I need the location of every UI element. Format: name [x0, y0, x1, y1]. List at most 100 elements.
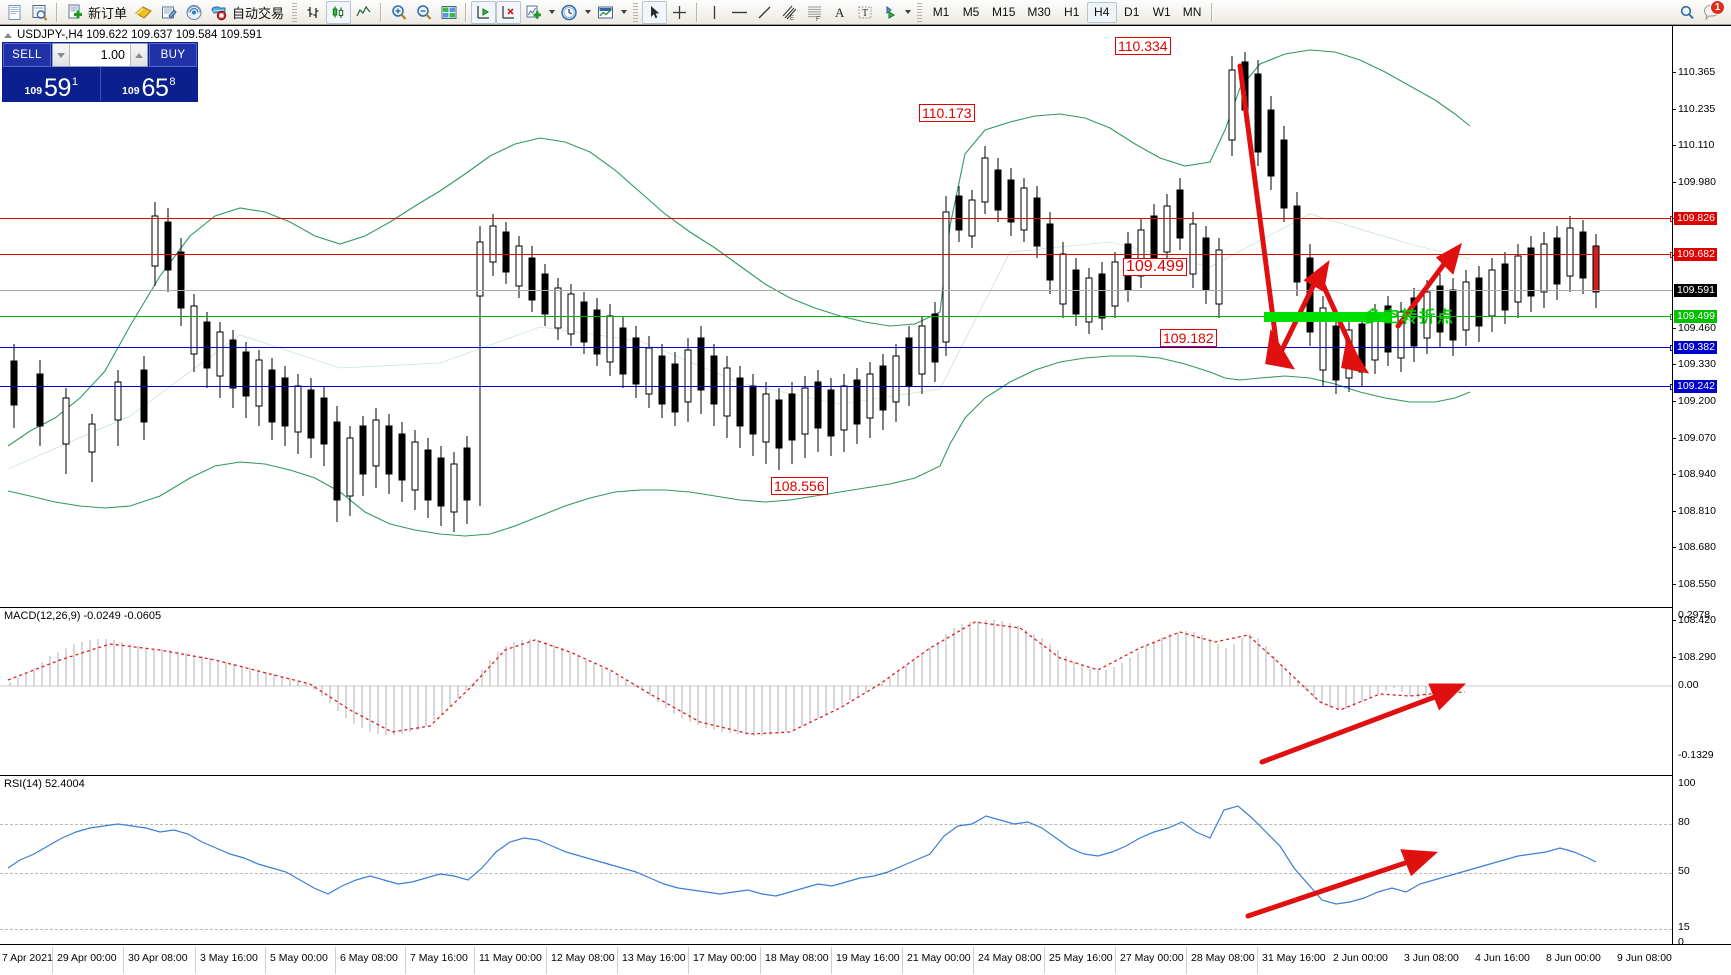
- volume-decrement-button[interactable]: [53, 44, 70, 66]
- level-handle[interactable]: [1670, 384, 1672, 390]
- tab-timeframe-m1[interactable]: M1: [932, 5, 950, 19]
- market-watch-icon[interactable]: [27, 1, 52, 24]
- time-label: 7 Apr 2021: [2, 952, 53, 964]
- one-click-trading-panel[interactable]: SELL 1.00 BUY 109 59 1 109 65 8: [2, 42, 198, 102]
- search-icon[interactable]: [1674, 1, 1699, 24]
- macd-plot[interactable]: [0, 608, 1672, 772]
- level-line-109682[interactable]: [0, 252, 1672, 258]
- macd-pane[interactable]: MACD(12,26,9) -0.0249 -0.0605: [0, 607, 1672, 772]
- annot-109182[interactable]: 109.182: [1160, 329, 1217, 347]
- toolbar-separator-5: [1211, 2, 1214, 22]
- autotrading-icon[interactable]: [206, 1, 231, 24]
- level-handle[interactable]: [1670, 345, 1672, 351]
- level-label-109682[interactable]: 109.682: [1674, 248, 1717, 261]
- text-label-icon[interactable]: T: [852, 1, 877, 24]
- level-label-109382[interactable]: 109.382: [1674, 341, 1717, 354]
- zoom-out-icon[interactable]: [411, 1, 436, 24]
- period-icon[interactable]: [557, 1, 582, 24]
- indicators-dropdown-caret[interactable]: [546, 1, 557, 24]
- tab-timeframe-d1[interactable]: D1: [1124, 5, 1140, 19]
- level-label-109826[interactable]: 109.826: [1674, 212, 1717, 225]
- bar-chart-icon[interactable]: [301, 1, 326, 24]
- time-label: 7 May 16:00: [410, 952, 468, 964]
- sell-button[interactable]: SELL: [3, 43, 51, 67]
- autotrading-label[interactable]: 自动交易: [232, 5, 285, 21]
- rsi-plot[interactable]: [0, 776, 1672, 944]
- tab-timeframe-mn[interactable]: MN: [1182, 5, 1202, 19]
- sell-price-fraction: 1: [71, 76, 78, 88]
- level-line-109382[interactable]: [0, 345, 1672, 351]
- level-handle[interactable]: [1670, 216, 1672, 222]
- tab-timeframe-h4[interactable]: H4: [1086, 1, 1117, 23]
- buy-button[interactable]: BUY: [149, 43, 197, 67]
- period-dropdown-caret[interactable]: [582, 1, 593, 24]
- annot-109499[interactable]: 109.499: [1123, 258, 1187, 276]
- tile-windows-icon[interactable]: [436, 1, 461, 24]
- price-pane[interactable]: 110.334 110.173 109.499 109.182 108.556 …: [0, 26, 1672, 559]
- price-tick: 108.550: [1673, 579, 1716, 590]
- support-zone-highlight[interactable]: [1264, 312, 1392, 322]
- text-icon[interactable]: A: [827, 1, 852, 24]
- volume-increment-button[interactable]: [130, 44, 147, 66]
- chinese-annotation[interactable]: 多空转折点: [1365, 307, 1456, 326]
- tab-timeframe-h1[interactable]: H1: [1064, 5, 1080, 19]
- annot-110173[interactable]: 110.173: [919, 104, 975, 122]
- cursor-icon[interactable]: [642, 0, 668, 24]
- new-order-label[interactable]: 新订单: [88, 5, 128, 21]
- tab-timeframe-w1[interactable]: W1: [1152, 5, 1171, 19]
- time-label: 6 May 08:00: [340, 952, 398, 964]
- expert-advisors-icon[interactable]: [131, 1, 156, 24]
- vertical-line-icon[interactable]: [702, 1, 727, 24]
- tab-timeframe-m5[interactable]: M5: [962, 5, 980, 19]
- templates-icon[interactable]: [593, 1, 618, 24]
- level-line-109826[interactable]: [0, 216, 1672, 222]
- collapse-triangle-icon[interactable]: [4, 32, 12, 38]
- rsi-pane[interactable]: RSI(14) 52.4004: [0, 775, 1672, 944]
- volume-stepper[interactable]: 1.00: [52, 43, 148, 67]
- chart-shift-icon[interactable]: [471, 0, 497, 24]
- notifications-icon[interactable]: 1: [1699, 0, 1725, 24]
- buy-price-pips: 65: [141, 74, 169, 102]
- trendline-icon[interactable]: [752, 1, 777, 24]
- volume-input[interactable]: 1.00: [70, 44, 130, 66]
- time-label: 4 Jun 16:00: [1475, 952, 1530, 964]
- line-chart-icon[interactable]: [351, 1, 376, 24]
- level-line-109242[interactable]: [0, 384, 1672, 390]
- level-label-109242[interactable]: 109.242: [1674, 380, 1717, 393]
- fibonacci-retracement-icon[interactable]: F: [802, 1, 827, 24]
- svg-text:A: A: [835, 5, 845, 20]
- level-label-109499[interactable]: 109.499: [1674, 310, 1717, 323]
- indicators-icon[interactable]: [521, 1, 546, 24]
- toolbar-grip-2[interactable]: [633, 2, 639, 22]
- horizontal-line-icon[interactable]: [727, 1, 752, 24]
- rsi-scale-tick: 80: [1678, 816, 1690, 828]
- metaeditor-icon[interactable]: [156, 1, 181, 24]
- equidistant-channel-icon[interactable]: E: [777, 1, 802, 24]
- zoom-in-icon[interactable]: [386, 1, 411, 24]
- new-chart-icon[interactable]: [2, 1, 27, 24]
- tab-timeframe-m15[interactable]: M15: [992, 5, 1016, 19]
- templates-dropdown-caret[interactable]: [618, 1, 629, 24]
- annot-110334[interactable]: 110.334: [1115, 37, 1171, 55]
- candlestick-chart-icon[interactable]: [326, 0, 352, 24]
- sell-price-quote[interactable]: 109 59 1: [3, 67, 100, 101]
- tab-timeframe-m30[interactable]: M30: [1027, 5, 1051, 19]
- price-scale[interactable]: 110.365 110.235 110.110 109.980 109.850 …: [1672, 26, 1731, 950]
- buy-price-big-figure: 109: [122, 85, 140, 97]
- price-pane-plot[interactable]: 110.334 110.173 109.499 109.182 108.556 …: [0, 26, 1672, 559]
- buy-price-quote[interactable]: 109 65 8: [99, 67, 198, 102]
- crosshair-icon[interactable]: [667, 1, 692, 24]
- auto-scroll-icon[interactable]: [496, 0, 522, 24]
- signals-icon[interactable]: [181, 1, 206, 24]
- level-handle[interactable]: [1670, 314, 1672, 320]
- shapes-icon[interactable]: [877, 1, 902, 24]
- chart-window[interactable]: 110.334 110.173 109.499 109.182 108.556 …: [0, 25, 1731, 975]
- annot-108556[interactable]: 108.556: [771, 477, 828, 495]
- shapes-dropdown-caret[interactable]: [902, 1, 913, 24]
- level-line-109499[interactable]: [0, 314, 1672, 320]
- new-order-icon[interactable]: [62, 1, 87, 24]
- level-handle[interactable]: [1670, 252, 1672, 258]
- last-price-label: 109.591: [1674, 284, 1717, 297]
- toolbar-grip[interactable]: [292, 2, 298, 22]
- toolbar-grip-3[interactable]: [917, 2, 923, 22]
